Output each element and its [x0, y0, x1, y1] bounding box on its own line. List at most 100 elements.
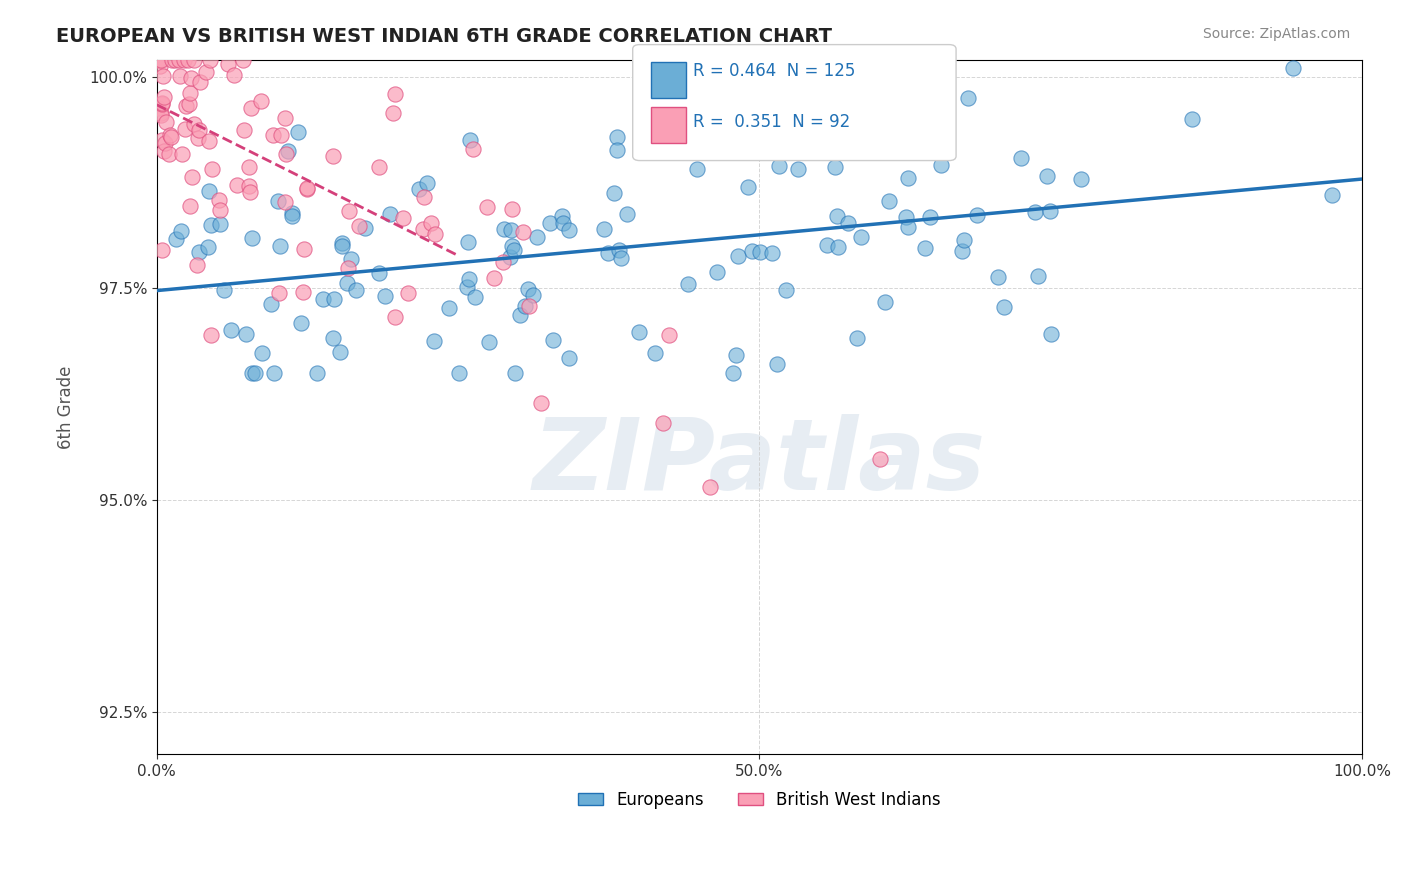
Europeans — [765, 357, 787, 371]
British West Indians — [150, 108, 173, 122]
Europeans — [714, 140, 737, 154]
Europeans — [610, 251, 633, 265]
Europeans — [456, 279, 478, 293]
British West Indians — [869, 452, 891, 467]
Europeans — [1039, 326, 1062, 341]
British West Indians — [217, 56, 239, 70]
British West Indians — [170, 146, 193, 161]
British West Indians — [225, 178, 247, 193]
British West Indians — [517, 299, 540, 313]
British West Indians — [482, 271, 505, 285]
British West Indians — [159, 128, 181, 142]
Europeans — [367, 266, 389, 280]
British West Indians — [169, 69, 191, 83]
Europeans — [269, 238, 291, 252]
British West Indians — [183, 117, 205, 131]
Europeans — [214, 283, 236, 297]
Europeans — [329, 345, 352, 359]
Europeans — [437, 301, 460, 316]
British West Indians — [274, 195, 297, 210]
Europeans — [499, 250, 522, 264]
Europeans — [188, 244, 211, 259]
British West Indians — [150, 96, 173, 111]
Europeans — [522, 288, 544, 302]
British West Indians — [347, 219, 370, 233]
Europeans — [931, 158, 953, 172]
British West Indians — [146, 53, 169, 67]
Europeans — [827, 209, 849, 223]
British West Indians — [180, 170, 202, 185]
Europeans — [741, 244, 763, 259]
Europeans — [607, 243, 630, 257]
British West Indians — [208, 193, 231, 207]
Europeans — [849, 230, 872, 244]
Europeans — [863, 113, 886, 128]
British West Indians — [160, 53, 183, 67]
Europeans — [502, 243, 524, 257]
Europeans — [422, 334, 444, 348]
Europeans — [517, 282, 540, 296]
Europeans — [924, 139, 946, 153]
British West Indians — [194, 65, 217, 79]
Europeans — [761, 246, 783, 260]
Europeans — [737, 179, 759, 194]
Europeans — [209, 217, 232, 231]
Europeans — [305, 366, 328, 380]
British West Indians — [412, 222, 434, 236]
British West Indians — [463, 142, 485, 156]
Europeans — [505, 366, 527, 380]
Europeans — [509, 309, 531, 323]
British West Indians — [150, 243, 173, 257]
Europeans — [1010, 151, 1032, 165]
Europeans — [824, 160, 846, 174]
Europeans — [408, 182, 430, 196]
British West Indians — [179, 86, 201, 100]
British West Indians — [239, 101, 262, 115]
British West Indians — [155, 136, 177, 150]
Legend: Europeans, British West Indians: Europeans, British West Indians — [572, 784, 948, 815]
Europeans — [987, 270, 1010, 285]
Europeans — [501, 239, 523, 253]
Europeans — [330, 239, 353, 253]
Europeans — [170, 224, 193, 238]
Europeans — [263, 366, 285, 380]
Europeans — [723, 366, 745, 380]
British West Indians — [475, 200, 498, 214]
British West Indians — [188, 123, 211, 137]
Europeans — [267, 194, 290, 209]
British West Indians — [262, 128, 284, 142]
British West Indians — [367, 160, 389, 174]
British West Indians — [177, 53, 200, 67]
Europeans — [538, 216, 561, 230]
British West Indians — [382, 106, 405, 120]
British West Indians — [198, 134, 221, 148]
Europeans — [873, 139, 896, 153]
British West Indians — [413, 189, 436, 203]
Europeans — [920, 210, 942, 224]
Europeans — [346, 283, 368, 297]
British West Indians — [177, 96, 200, 111]
Europeans — [550, 209, 572, 223]
British West Indians — [150, 133, 173, 147]
Europeans — [447, 366, 470, 380]
Europeans — [917, 135, 939, 149]
British West Indians — [200, 327, 222, 342]
Europeans — [914, 241, 936, 255]
Europeans — [897, 171, 920, 186]
British West Indians — [295, 181, 318, 195]
Europeans — [287, 125, 309, 139]
British West Indians — [274, 147, 297, 161]
Europeans — [768, 159, 790, 173]
Europeans — [966, 208, 988, 222]
Europeans — [897, 220, 920, 235]
British West Indians — [512, 226, 534, 240]
British West Indians — [180, 70, 202, 85]
British West Indians — [291, 285, 314, 299]
British West Indians — [155, 115, 177, 129]
Europeans — [336, 276, 359, 290]
British West Indians — [658, 328, 681, 343]
Europeans — [494, 222, 516, 236]
British West Indians — [150, 95, 173, 110]
British West Indians — [322, 149, 344, 163]
British West Indians — [238, 160, 260, 174]
